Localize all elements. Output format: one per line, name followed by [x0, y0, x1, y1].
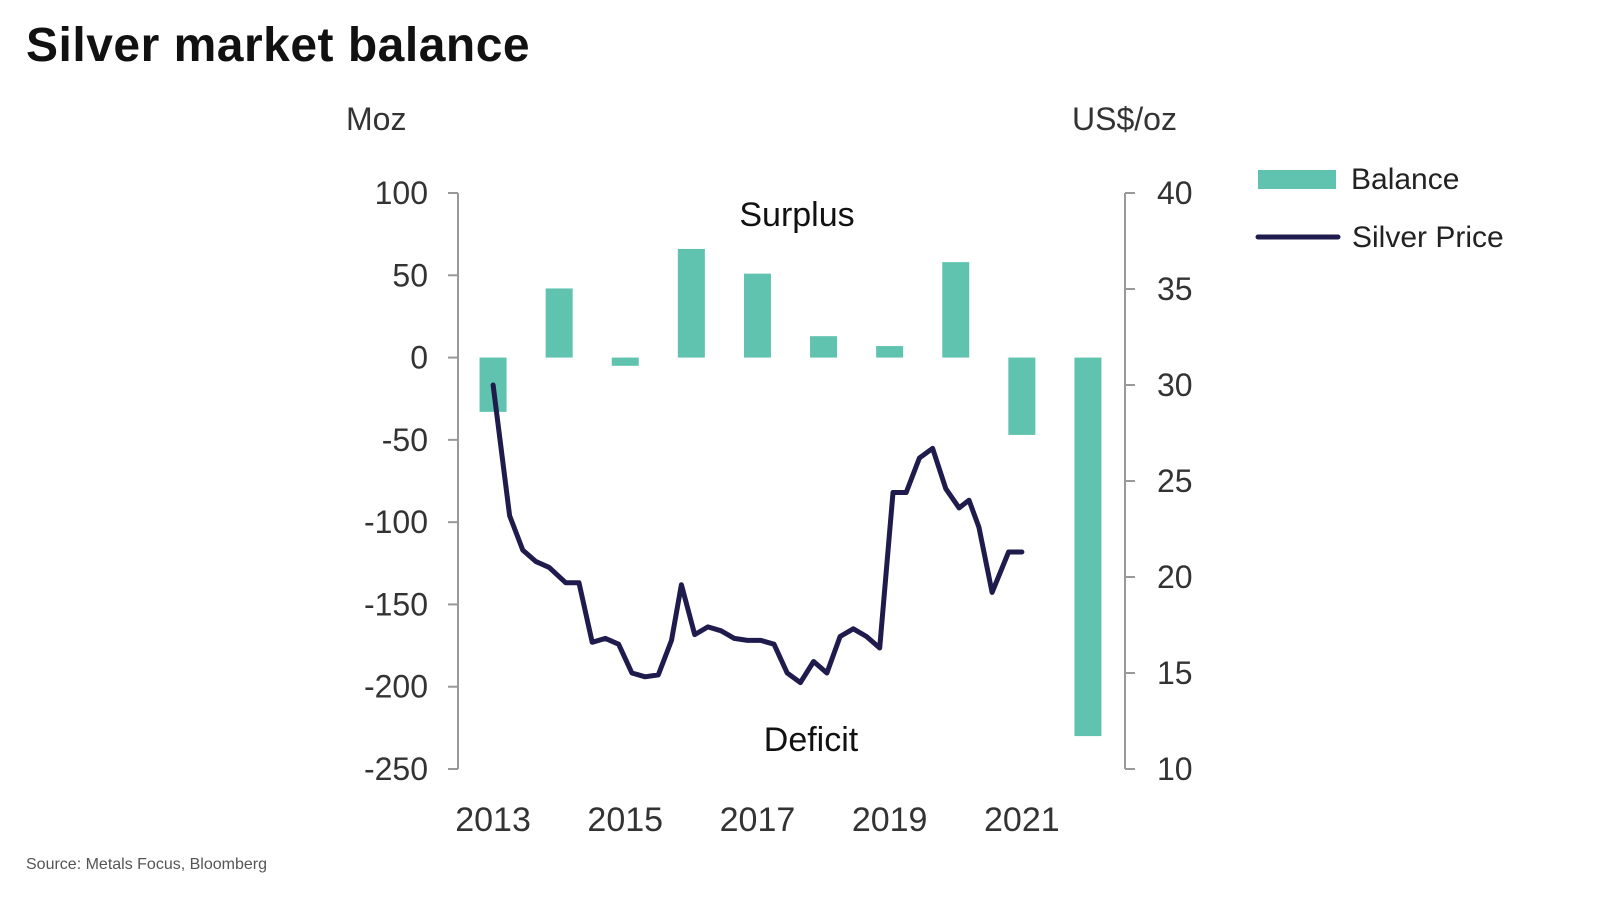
- right-axis-tick-label: 25: [1157, 463, 1193, 499]
- left-axis-tick-label: -150: [364, 586, 428, 622]
- right-axis-tick-label: 35: [1157, 271, 1193, 307]
- balance-bar: [876, 346, 904, 358]
- balance-bar: [942, 262, 970, 358]
- left-axis-tick-label: 50: [392, 257, 428, 293]
- balance-bar: [545, 288, 573, 358]
- legend-balance-swatch: [1258, 170, 1336, 189]
- balance-bar: [677, 248, 705, 358]
- x-axis-tick-label: 2015: [587, 801, 663, 839]
- silver-price-line: [490, 382, 1025, 686]
- right-axis-tick-label: 20: [1157, 559, 1193, 595]
- legend-balance-label: Balance: [1351, 163, 1459, 196]
- x-axis-tick-label: 2019: [852, 801, 928, 839]
- left-axis-tick-label: -100: [364, 504, 428, 540]
- deficit-annotation: Deficit: [764, 721, 859, 759]
- surplus-annotation: Surplus: [739, 196, 854, 234]
- balance-bar: [1008, 357, 1036, 435]
- right-axis-tick-label: 10: [1157, 751, 1193, 787]
- right-axis-tick-label: 30: [1157, 367, 1193, 403]
- left-axis-tick-label: -250: [364, 751, 428, 787]
- right-axis-label: US$/oz: [1072, 101, 1177, 137]
- balance-bar: [1074, 357, 1102, 737]
- left-axis-tick-label: -200: [364, 669, 428, 705]
- x-axis-tick-label: 2017: [720, 801, 796, 839]
- legend-price-label: Silver Price: [1352, 221, 1504, 254]
- balance-bar: [810, 336, 838, 358]
- chart-title: Silver market balance: [26, 19, 531, 72]
- balance-bar: [611, 357, 639, 366]
- right-axis-tick-label: 15: [1157, 655, 1193, 691]
- balance-bar: [743, 273, 771, 358]
- source-note: Source: Metals Focus, Bloomberg: [26, 856, 267, 873]
- left-axis-tick-label: 0: [410, 340, 428, 376]
- x-axis-tick-label: 2013: [455, 801, 531, 839]
- left-axis-tick-label: -50: [382, 422, 428, 458]
- right-axis-tick-label: 40: [1157, 175, 1193, 211]
- left-axis-label: Moz: [346, 101, 406, 137]
- left-axis-tick-label: 100: [375, 175, 428, 211]
- x-axis-tick-label: 2021: [984, 801, 1060, 839]
